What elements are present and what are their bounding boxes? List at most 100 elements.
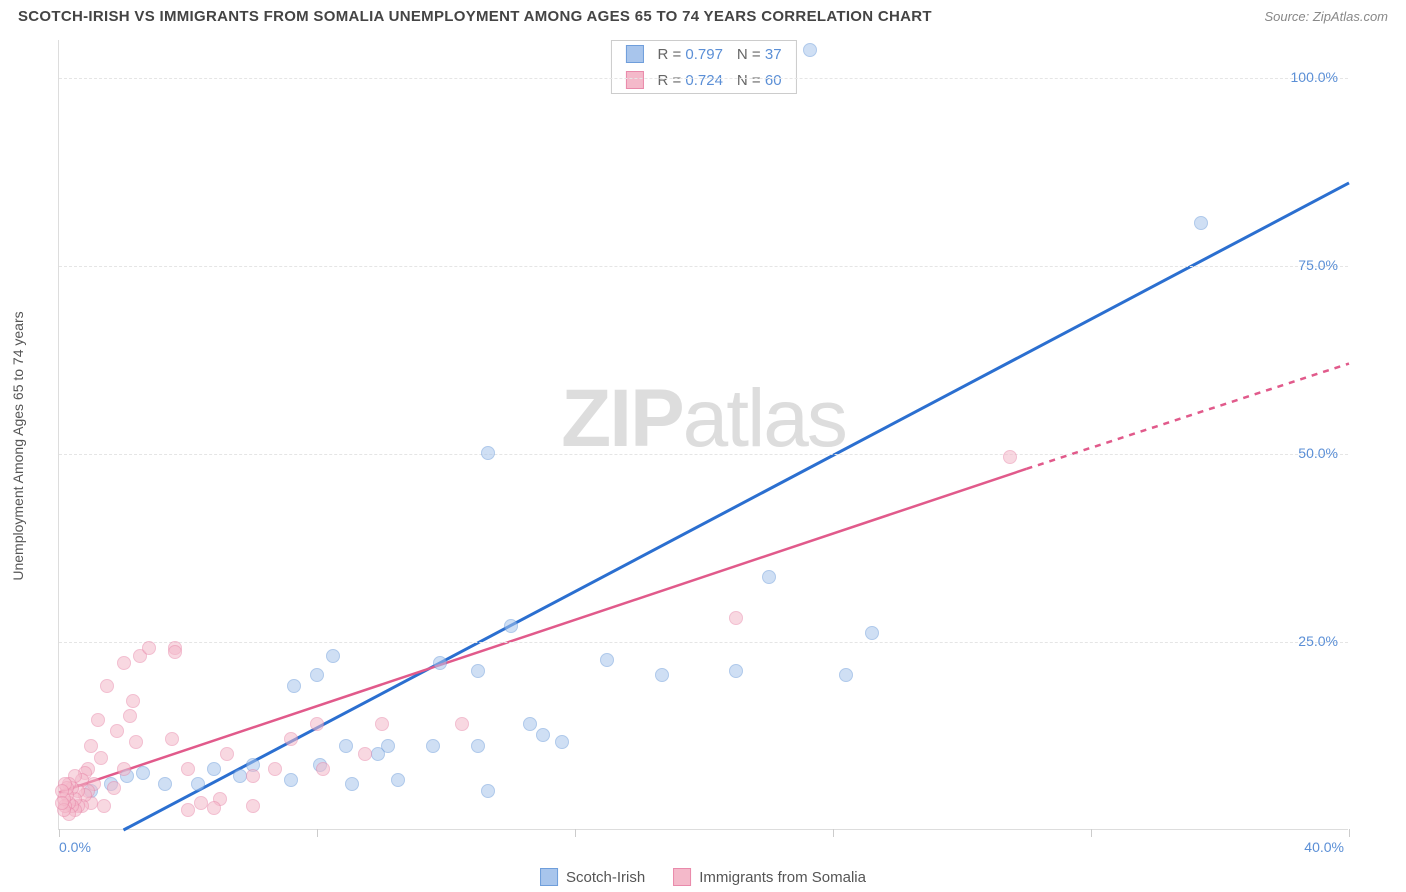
- data-point: [165, 732, 179, 746]
- data-point: [523, 717, 537, 731]
- legend-item-series2: Immigrants from Somalia: [673, 868, 866, 886]
- data-point: [168, 645, 182, 659]
- data-point: [142, 641, 156, 655]
- bottom-legend: Scotch-Irish Immigrants from Somalia: [540, 868, 866, 886]
- data-point: [287, 679, 301, 693]
- data-point: [94, 751, 108, 765]
- data-point: [655, 668, 669, 682]
- data-point: [220, 747, 234, 761]
- data-point: [729, 611, 743, 625]
- data-point: [110, 724, 124, 738]
- data-point: [181, 762, 195, 776]
- data-point: [100, 679, 114, 693]
- data-point: [55, 796, 69, 810]
- trendline: [59, 469, 1027, 793]
- data-point: [246, 799, 260, 813]
- data-point: [123, 709, 137, 723]
- data-point: [284, 732, 298, 746]
- data-point: [481, 784, 495, 798]
- stats-row-series2: R = 0.724 N = 60: [611, 67, 795, 93]
- data-point: [107, 781, 121, 795]
- x-tick: [833, 829, 834, 837]
- data-point: [729, 664, 743, 678]
- data-point: [555, 735, 569, 749]
- data-point: [426, 739, 440, 753]
- data-point: [762, 570, 776, 584]
- swatch-series2: [625, 71, 643, 89]
- gridline: [59, 454, 1348, 455]
- legend-label-series2: Immigrants from Somalia: [699, 869, 866, 886]
- legend-item-series1: Scotch-Irish: [540, 868, 645, 886]
- data-point: [371, 747, 385, 761]
- data-point: [600, 653, 614, 667]
- data-point: [339, 739, 353, 753]
- data-point: [504, 619, 518, 633]
- data-point: [865, 626, 879, 640]
- data-point: [310, 668, 324, 682]
- data-point: [246, 769, 260, 783]
- data-point: [471, 664, 485, 678]
- data-point: [268, 762, 282, 776]
- data-point: [194, 796, 208, 810]
- trendlines-layer: [59, 40, 1348, 829]
- r-value-series2: 0.724: [685, 72, 723, 89]
- y-tick-label: 50.0%: [1298, 445, 1338, 461]
- data-point: [117, 762, 131, 776]
- data-point: [375, 717, 389, 731]
- gridline: [59, 78, 1348, 79]
- data-point: [191, 777, 205, 791]
- data-point: [326, 649, 340, 663]
- x-tick-label: 40.0%: [1304, 839, 1344, 855]
- source-attribution: Source: ZipAtlas.com: [1264, 9, 1388, 24]
- x-tick: [317, 829, 318, 837]
- data-point: [1003, 450, 1017, 464]
- data-point: [345, 777, 359, 791]
- data-point: [1194, 216, 1208, 230]
- x-tick: [1091, 829, 1092, 837]
- gridline: [59, 266, 1348, 267]
- x-tick: [1349, 829, 1350, 837]
- chart-title: SCOTCH-IRISH VS IMMIGRANTS FROM SOMALIA …: [18, 8, 932, 25]
- data-point: [158, 777, 172, 791]
- n-value-series1: 37: [765, 46, 782, 63]
- data-point: [117, 656, 131, 670]
- n-value-series2: 60: [765, 72, 782, 89]
- data-point: [181, 803, 195, 817]
- data-point: [207, 762, 221, 776]
- data-point: [481, 446, 495, 460]
- data-point: [433, 656, 447, 670]
- x-tick: [59, 829, 60, 837]
- data-point: [455, 717, 469, 731]
- data-point: [536, 728, 550, 742]
- data-point: [284, 773, 298, 787]
- swatch-series2-bottom: [673, 868, 691, 886]
- x-tick: [575, 829, 576, 837]
- stats-legend-box: R = 0.797 N = 37 R = 0.724 N = 60: [610, 40, 796, 94]
- data-point: [84, 739, 98, 753]
- swatch-series1-bottom: [540, 868, 558, 886]
- data-point: [136, 766, 150, 780]
- data-point: [310, 717, 324, 731]
- data-point: [91, 713, 105, 727]
- gridline: [59, 642, 1348, 643]
- data-point: [358, 747, 372, 761]
- data-point: [839, 668, 853, 682]
- y-axis-label: Unemployment Among Ages 65 to 74 years: [10, 311, 26, 580]
- data-point: [97, 799, 111, 813]
- trendline: [124, 183, 1350, 830]
- data-point: [207, 801, 221, 815]
- data-point: [471, 739, 485, 753]
- data-point: [233, 769, 247, 783]
- data-point: [803, 43, 817, 57]
- y-tick-label: 100.0%: [1291, 69, 1338, 85]
- data-point: [316, 762, 330, 776]
- data-point: [391, 773, 405, 787]
- data-point: [129, 735, 143, 749]
- chart-plot-area: ZIPatlas R = 0.797 N = 37 R = 0.724 N = …: [58, 40, 1348, 830]
- r-value-series1: 0.797: [685, 46, 723, 63]
- data-point: [126, 694, 140, 708]
- y-tick-label: 25.0%: [1298, 633, 1338, 649]
- x-tick-label: 0.0%: [59, 839, 91, 855]
- stats-row-series1: R = 0.797 N = 37: [611, 41, 795, 67]
- swatch-series1: [625, 45, 643, 63]
